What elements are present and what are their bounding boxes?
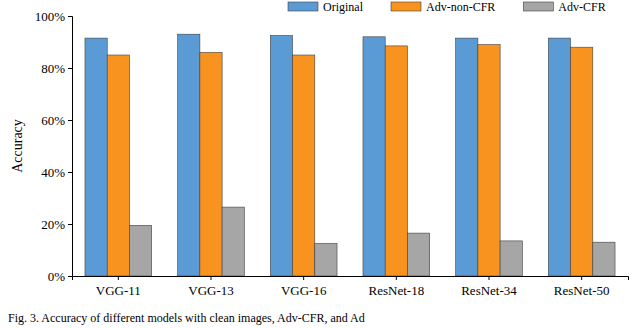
- y-axis: 0% 20% 40% 60% 80% 100%: [35, 9, 73, 284]
- bar: [385, 46, 407, 276]
- caption: Fig. 3. Accuracy of different models wit…: [8, 311, 365, 325]
- legend-label: Adv-CFR: [558, 0, 605, 14]
- bar: [571, 47, 593, 276]
- x-tick-mark: [489, 276, 490, 280]
- x-tick-mark: [581, 276, 582, 280]
- bar: [456, 38, 478, 276]
- x-tick-label: VGG-11: [96, 283, 141, 298]
- x-tick-mark: [118, 276, 119, 280]
- y-tick-label: 100%: [35, 9, 66, 24]
- y-tick: 0%: [48, 269, 72, 284]
- x-tick: VGG-11: [96, 276, 141, 298]
- y-tick: 100%: [35, 9, 72, 24]
- bar: [178, 34, 200, 276]
- y-tick: 80%: [41, 61, 72, 76]
- x-tick-label: VGG-16: [281, 283, 327, 298]
- legend-swatch: [391, 2, 421, 11]
- x-axis-line: [73, 277, 629, 281]
- bar: [500, 241, 522, 276]
- legend-item: Adv-CFR: [523, 0, 605, 14]
- y-axis-title: Accuracy: [10, 119, 25, 173]
- x-tick-label: ResNet-50: [554, 283, 610, 298]
- legend: Original Adv-non-CFR Adv-CFR: [288, 0, 606, 14]
- y-tick-label: 0%: [48, 269, 66, 284]
- y-tick-mark: [68, 120, 72, 121]
- x-tick-label: VGG-13: [188, 283, 234, 298]
- y-tick-mark: [68, 68, 72, 69]
- bar: [315, 244, 337, 277]
- x-tick: VGG-16: [281, 276, 327, 298]
- x-tick: ResNet-50: [554, 276, 610, 298]
- bar: [222, 207, 244, 276]
- bar: [270, 36, 292, 277]
- x-tick-label: ResNet-18: [369, 283, 425, 298]
- y-tick-mark: [68, 224, 72, 225]
- x-tick-label: ResNet-34: [461, 283, 517, 298]
- x-tick: VGG-13: [188, 276, 234, 298]
- bar: [478, 45, 500, 276]
- bar: [85, 38, 107, 276]
- bar: [363, 37, 385, 276]
- x-tick: ResNet-34: [461, 276, 517, 298]
- y-tick-mark: [68, 276, 72, 277]
- bar: [129, 225, 151, 276]
- x-tick-mark: [303, 276, 304, 280]
- x-tick-mark: [211, 276, 212, 280]
- y-axis-line: [68, 17, 73, 277]
- legend-swatch: [288, 2, 318, 11]
- y-tick-label: 20%: [41, 217, 65, 232]
- y-tick-mark: [68, 16, 72, 17]
- legend-item: Original: [288, 0, 364, 14]
- y-tick-label: 40%: [41, 165, 65, 180]
- bar: [293, 55, 315, 276]
- legend-item: Adv-non-CFR: [391, 0, 495, 14]
- bars: [85, 34, 615, 276]
- chart: 0% 20% 40% 60% 80% 100% VGG-11 VGG-13 VGG-16 ResN…: [0, 0, 640, 328]
- legend-label: Original: [323, 0, 364, 14]
- legend-swatch: [523, 2, 553, 11]
- plot: 0% 20% 40% 60% 80% 100% VGG-11 VGG-13 VGG-16 ResN…: [35, 9, 629, 298]
- y-tick: 60%: [41, 113, 72, 128]
- bar: [200, 52, 222, 276]
- y-tick: 20%: [41, 217, 72, 232]
- bar: [107, 55, 129, 276]
- y-tick-mark: [68, 172, 72, 173]
- y-tick-label: 60%: [41, 113, 65, 128]
- bar: [407, 233, 429, 276]
- bar: [593, 242, 615, 276]
- x-axis: VGG-11 VGG-13 VGG-16 ResNet-18 ResNet-34 ResN…: [73, 276, 629, 298]
- x-tick-mark: [396, 276, 397, 280]
- bar: [548, 38, 570, 276]
- y-tick-label: 80%: [41, 61, 65, 76]
- y-tick: 40%: [41, 165, 72, 180]
- legend-label: Adv-non-CFR: [426, 0, 495, 14]
- x-tick: ResNet-18: [369, 276, 425, 298]
